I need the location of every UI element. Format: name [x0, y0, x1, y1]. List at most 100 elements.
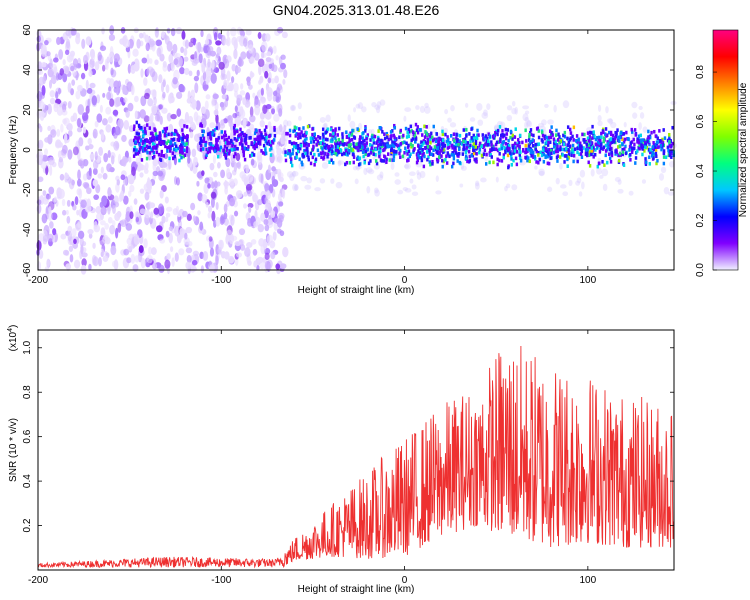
signal-cell	[382, 142, 385, 146]
signal-cell	[502, 155, 505, 160]
signal-cell	[201, 129, 204, 134]
signal-cell	[344, 162, 347, 167]
signal-cell	[271, 140, 274, 144]
signal-cell	[461, 152, 465, 156]
signal-cell	[483, 148, 487, 153]
noise-speckle	[265, 190, 271, 200]
signal-cell	[503, 133, 506, 138]
signal-cell	[442, 159, 445, 164]
signal-cell	[136, 151, 140, 156]
signal-cell	[577, 144, 581, 148]
signal-cell	[428, 146, 432, 150]
signal-cell	[178, 135, 181, 139]
signal-cell	[611, 133, 615, 138]
signal-cell	[372, 140, 376, 145]
signal-cell	[582, 146, 585, 150]
noise-speckle	[57, 142, 63, 148]
signal-cell	[229, 138, 233, 143]
signal-cell	[542, 152, 546, 157]
signal-cell	[157, 152, 161, 157]
signal-cell	[563, 154, 567, 158]
signal-cell	[135, 120, 138, 125]
noise-speckle	[133, 198, 138, 205]
signal-cell	[182, 142, 185, 146]
signal-cell	[207, 132, 210, 137]
signal-cell	[499, 133, 503, 138]
signal-cell	[597, 140, 600, 145]
signal-cell	[482, 144, 486, 148]
signal-cell	[146, 123, 149, 127]
signal-cell	[572, 138, 575, 142]
signal-cell	[306, 146, 309, 151]
signal-cell	[490, 140, 493, 144]
noise-speckle	[155, 39, 163, 47]
noise-speckle	[192, 215, 197, 222]
noise-speckle	[92, 179, 99, 187]
signal-cell	[372, 152, 375, 156]
noise-speckle	[164, 196, 169, 204]
signal-cell	[138, 136, 141, 140]
signal-cell	[134, 140, 137, 144]
signal-cell	[607, 152, 611, 157]
signal-cell	[227, 135, 230, 140]
signal-halo	[337, 160, 345, 165]
signal-halo	[286, 120, 292, 127]
noise-speckle	[132, 48, 139, 57]
signal-cell	[512, 147, 515, 152]
signal-cell	[488, 151, 491, 155]
noise-speckle	[245, 183, 253, 191]
noise-speckle	[202, 250, 209, 261]
signal-cell	[654, 151, 658, 156]
signal-cell	[158, 141, 161, 145]
signal-cell	[583, 140, 586, 144]
signal-cell	[295, 151, 298, 156]
noise-speckle	[69, 50, 76, 57]
noise-speckle	[265, 57, 272, 63]
signal-cell	[377, 137, 380, 142]
signal-cell	[358, 137, 362, 142]
noise-speckle	[278, 214, 284, 223]
signal-cell	[552, 141, 556, 145]
signal-cell	[249, 154, 252, 158]
signal-halo	[460, 165, 467, 171]
signal-cell	[380, 159, 384, 163]
signal-cell	[171, 143, 174, 148]
signal-cell	[296, 143, 300, 148]
signal-cell	[200, 124, 204, 128]
signal-cell	[446, 135, 449, 139]
signal-cell	[458, 160, 461, 165]
signal-cell	[463, 137, 467, 141]
noise-speckle	[239, 90, 246, 96]
noise-speckle	[73, 259, 81, 269]
noise-speckle	[56, 106, 63, 116]
signal-cell	[247, 144, 250, 149]
signal-cell	[399, 128, 402, 133]
signal-cell	[447, 153, 450, 157]
signal-cell	[532, 155, 535, 159]
signal-cell	[155, 150, 158, 155]
noise-speckle	[260, 173, 264, 185]
signal-cell	[529, 140, 532, 144]
noise-speckle	[38, 101, 46, 111]
noise-speckle	[249, 70, 254, 79]
signal-cell	[648, 162, 651, 166]
signal-cell	[640, 143, 643, 147]
signal-cell	[670, 143, 673, 148]
signal-halo	[297, 102, 302, 110]
noise-speckle	[250, 158, 255, 166]
signal-cell	[534, 147, 537, 152]
signal-cell	[295, 132, 298, 136]
signal-cell	[407, 149, 411, 154]
noise-speckle	[164, 259, 171, 269]
noise-speckle	[215, 40, 222, 46]
signal-cell	[209, 137, 213, 141]
signal-cell	[607, 130, 611, 135]
signal-cell	[498, 139, 502, 144]
signal-cell	[465, 127, 468, 132]
signal-cell	[571, 148, 574, 152]
signal-cell	[465, 134, 468, 138]
noise-speckle	[179, 231, 184, 240]
signal-cell	[255, 142, 258, 147]
signal-cell	[234, 152, 237, 156]
signal-cell	[397, 146, 400, 151]
